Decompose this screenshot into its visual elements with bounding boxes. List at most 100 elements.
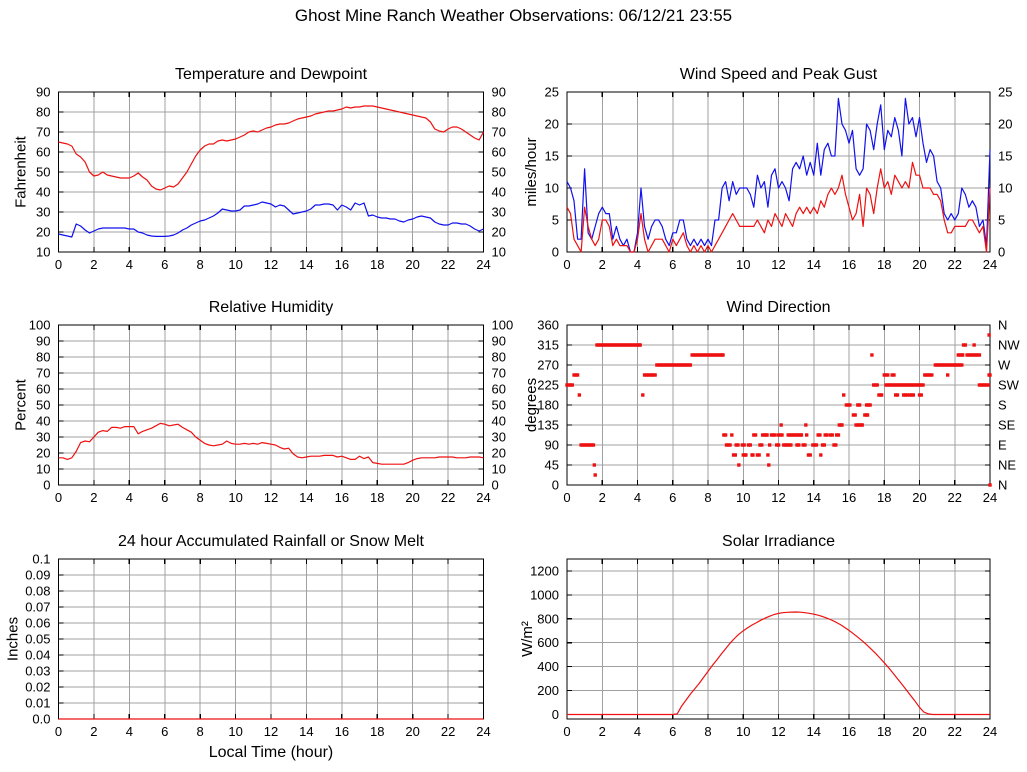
svg-text:8: 8 bbox=[197, 490, 204, 505]
x-axis-label: Local Time (hour) bbox=[209, 744, 334, 761]
svg-text:270: 270 bbox=[537, 358, 559, 373]
series-relative-humidity bbox=[58, 422, 484, 465]
svg-text:1200: 1200 bbox=[530, 563, 559, 578]
svg-text:60: 60 bbox=[36, 382, 50, 397]
svg-text:0.09: 0.09 bbox=[25, 568, 50, 583]
svg-text:20: 20 bbox=[912, 490, 926, 505]
svg-text:20: 20 bbox=[492, 225, 506, 240]
y-axis-label: W/m² bbox=[519, 621, 536, 657]
svg-text:18: 18 bbox=[877, 724, 891, 739]
svg-text:1000: 1000 bbox=[530, 587, 559, 602]
grid bbox=[58, 558, 484, 720]
svg-text:24: 24 bbox=[476, 257, 490, 272]
svg-text:12: 12 bbox=[771, 490, 785, 505]
y-axis-label: Fahrenheit bbox=[13, 135, 30, 208]
svg-text:14: 14 bbox=[299, 724, 313, 739]
svg-text:14: 14 bbox=[807, 724, 821, 739]
svg-text:0: 0 bbox=[552, 707, 559, 722]
svg-text:6: 6 bbox=[669, 724, 676, 739]
svg-text:90: 90 bbox=[492, 85, 506, 100]
svg-text:80: 80 bbox=[36, 105, 50, 120]
chart-title: Wind Speed and Peak Gust bbox=[680, 66, 878, 83]
svg-text:12: 12 bbox=[264, 257, 278, 272]
svg-text:2: 2 bbox=[599, 490, 606, 505]
series-peak-gust bbox=[566, 97, 991, 253]
svg-text:100: 100 bbox=[492, 318, 514, 333]
svg-text:0: 0 bbox=[998, 245, 1005, 260]
svg-text:10: 10 bbox=[736, 257, 750, 272]
svg-text:8: 8 bbox=[704, 724, 711, 739]
svg-text:14: 14 bbox=[807, 490, 821, 505]
axes bbox=[566, 324, 991, 486]
svg-text:40: 40 bbox=[492, 414, 506, 429]
axes bbox=[57, 91, 485, 253]
svg-text:16: 16 bbox=[335, 490, 349, 505]
svg-text:6: 6 bbox=[161, 724, 168, 739]
y-axis-label: miles/hour bbox=[523, 137, 540, 206]
svg-text:4: 4 bbox=[126, 724, 133, 739]
svg-text:20: 20 bbox=[545, 117, 559, 132]
svg-text:10: 10 bbox=[492, 245, 506, 260]
svg-text:2: 2 bbox=[90, 724, 97, 739]
svg-text:0: 0 bbox=[55, 257, 62, 272]
svg-text:0.0: 0.0 bbox=[32, 712, 50, 727]
svg-text:15: 15 bbox=[545, 149, 559, 164]
svg-text:0: 0 bbox=[563, 724, 570, 739]
tick-labels: 0 2 4 6 8 10 12 14 16 18 20 22 240.00.010.020.030.04… bbox=[25, 552, 491, 740]
svg-text:NW: NW bbox=[998, 338, 1020, 353]
svg-text:90: 90 bbox=[545, 438, 559, 453]
series-temperature bbox=[58, 105, 485, 191]
svg-text:4: 4 bbox=[126, 257, 133, 272]
svg-text:SW: SW bbox=[998, 378, 1020, 393]
svg-text:50: 50 bbox=[492, 398, 506, 413]
svg-text:10: 10 bbox=[228, 490, 242, 505]
svg-text:135: 135 bbox=[537, 418, 559, 433]
svg-text:22: 22 bbox=[948, 724, 962, 739]
panel-rainfall: 0 2 4 6 8 10 12 14 16 18 20 22 240.00.010.020.030.04… bbox=[5, 533, 491, 761]
series-solar-irradiance bbox=[567, 611, 990, 716]
svg-text:70: 70 bbox=[492, 366, 506, 381]
svg-text:30: 30 bbox=[36, 430, 50, 445]
grid bbox=[566, 91, 991, 253]
svg-text:8: 8 bbox=[704, 490, 711, 505]
svg-text:2: 2 bbox=[599, 724, 606, 739]
svg-text:80: 80 bbox=[492, 350, 506, 365]
svg-text:18: 18 bbox=[370, 724, 384, 739]
svg-text:12: 12 bbox=[771, 724, 785, 739]
y-axis-label: Percent bbox=[13, 378, 30, 431]
panel-solar-irradiance: 0 2 4 6 8 10 12 14 16 18 20 22 240200400600800100012… bbox=[519, 533, 997, 739]
svg-text:4: 4 bbox=[634, 257, 641, 272]
svg-text:90: 90 bbox=[36, 85, 50, 100]
svg-text:22: 22 bbox=[441, 724, 455, 739]
svg-text:0: 0 bbox=[552, 245, 559, 260]
svg-text:16: 16 bbox=[842, 257, 856, 272]
svg-text:20: 20 bbox=[912, 724, 926, 739]
svg-text:50: 50 bbox=[492, 165, 506, 180]
svg-text:10: 10 bbox=[736, 490, 750, 505]
series-wind-speed bbox=[566, 161, 991, 253]
svg-text:20: 20 bbox=[36, 225, 50, 240]
svg-text:45: 45 bbox=[545, 458, 559, 473]
svg-text:70: 70 bbox=[36, 366, 50, 381]
svg-text:24: 24 bbox=[983, 257, 997, 272]
svg-text:80: 80 bbox=[492, 105, 506, 120]
svg-text:16: 16 bbox=[842, 490, 856, 505]
svg-text:4: 4 bbox=[126, 490, 133, 505]
svg-text:10: 10 bbox=[998, 181, 1012, 196]
svg-text:20: 20 bbox=[405, 490, 419, 505]
svg-text:24: 24 bbox=[983, 490, 997, 505]
svg-text:0.08: 0.08 bbox=[25, 584, 50, 599]
svg-text:0.03: 0.03 bbox=[25, 664, 50, 679]
svg-text:10: 10 bbox=[228, 257, 242, 272]
svg-text:15: 15 bbox=[998, 149, 1012, 164]
axes bbox=[566, 558, 991, 720]
svg-text:SE: SE bbox=[998, 418, 1016, 433]
chart-title: Temperature and Dewpoint bbox=[175, 66, 368, 83]
svg-text:60: 60 bbox=[492, 145, 506, 160]
svg-text:400: 400 bbox=[537, 659, 559, 674]
svg-text:0: 0 bbox=[492, 478, 499, 493]
